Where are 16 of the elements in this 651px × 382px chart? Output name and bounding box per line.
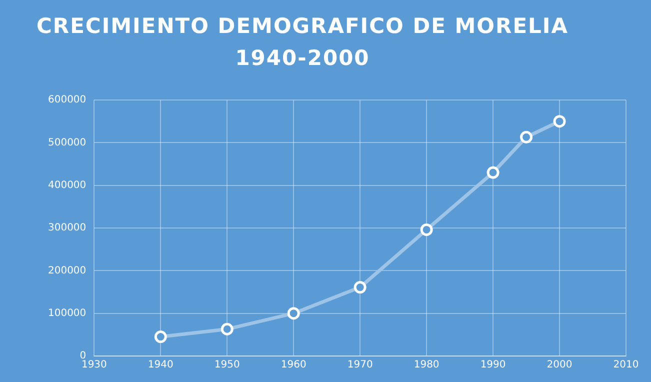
x-tick-label: 1990 [480, 360, 506, 371]
x-tick-label: 2010 [613, 360, 639, 371]
x-tick-label: 2000 [546, 360, 572, 371]
y-tick-label: 500000 [48, 137, 86, 148]
x-tick-label: 1940 [148, 360, 174, 371]
x-tick-label: 1930 [81, 360, 107, 371]
y-tick-label: 200000 [48, 265, 86, 276]
x-tick-label: 1970 [347, 360, 373, 371]
y-tick-label: 600000 [48, 94, 86, 106]
chart-title: CRECIMIENTO DEMOGRAFICO DE MORELIA 1940-2000 [36, 13, 570, 72]
x-tick-label: 1980 [414, 360, 440, 371]
y-tick-label: 300000 [48, 222, 86, 234]
x-tick-label: 1960 [280, 360, 306, 371]
x-tick-label: 1950 [214, 360, 240, 371]
y-tick-label: 100000 [48, 308, 86, 319]
y-tick-label: 400000 [48, 180, 86, 191]
